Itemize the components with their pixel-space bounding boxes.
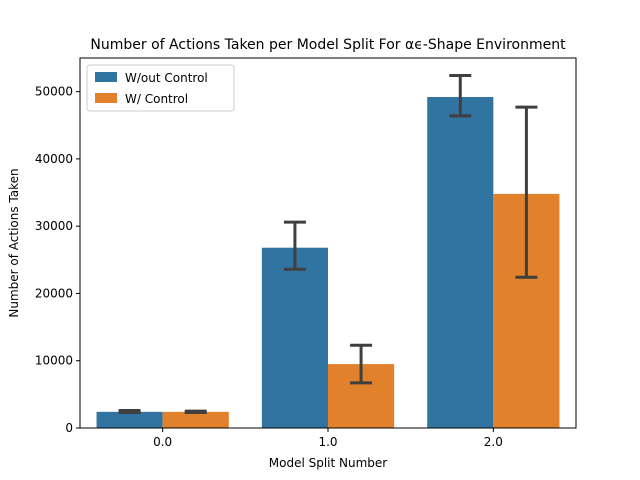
legend-swatch-1 xyxy=(95,93,117,103)
x-axis: 0.0 1.0 2.0 xyxy=(153,428,503,449)
x-tick-label: 2.0 xyxy=(484,435,503,449)
legend-label-0: W/out Control xyxy=(125,71,208,85)
error-bars-layer xyxy=(118,73,538,415)
y-tick-label: 20000 xyxy=(35,286,73,300)
bar-series-0-cat-2 xyxy=(427,97,494,428)
bar-series-0-cat-0 xyxy=(96,411,163,428)
legend-swatch-0 xyxy=(95,72,117,82)
legend: W/out Control W/ Control xyxy=(86,64,235,112)
bar-series-0-cat-1 xyxy=(261,247,328,428)
x-axis-label: Model Split Number xyxy=(269,456,388,470)
x-tick-label: 0.0 xyxy=(153,435,172,449)
y-axis: 0 10000 20000 30000 40000 50000 xyxy=(35,85,80,435)
bars-layer xyxy=(96,97,560,428)
y-tick-label: 40000 xyxy=(35,152,73,166)
y-axis-label: Number of Actions Taken xyxy=(7,168,21,317)
chart-title: Number of Actions Taken per Model Split … xyxy=(90,37,566,53)
y-tick-label: 10000 xyxy=(35,354,73,368)
legend-label-1: W/ Control xyxy=(125,92,188,106)
y-tick-label: 50000 xyxy=(35,85,73,99)
legend-box xyxy=(86,64,235,112)
x-tick-label: 1.0 xyxy=(318,435,337,449)
y-tick-label: 30000 xyxy=(35,219,73,233)
y-tick-label: 0 xyxy=(65,421,73,435)
bar-series-1-cat-0 xyxy=(162,411,229,428)
